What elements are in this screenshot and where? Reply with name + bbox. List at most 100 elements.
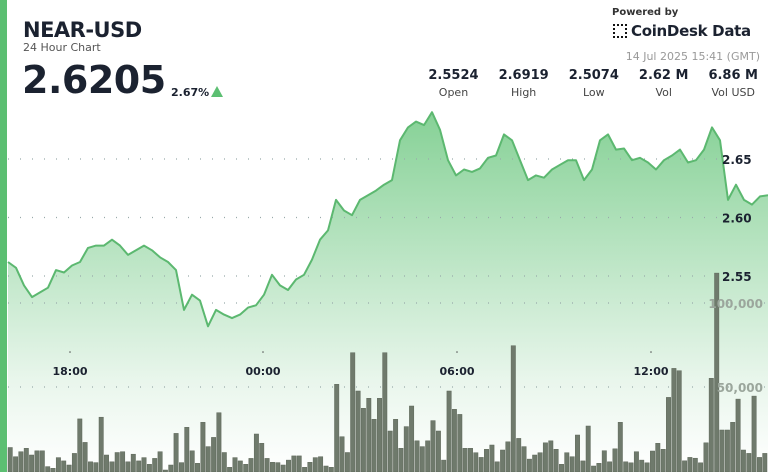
stat-value: 2.5524	[428, 68, 479, 83]
volume-bar	[435, 430, 441, 472]
volume-bar	[569, 456, 575, 472]
volume-bar	[243, 464, 249, 472]
volume-bar	[393, 419, 399, 472]
volume-bar	[382, 352, 388, 472]
volume-bar	[71, 453, 77, 472]
volume-bar	[628, 462, 634, 472]
volume-bar	[516, 438, 522, 472]
stat-label: Low	[582, 86, 605, 99]
volume-bar	[130, 453, 136, 472]
time-tick-mark	[650, 351, 652, 353]
volume-bar	[205, 446, 211, 472]
volume-bar	[334, 384, 340, 472]
volume-bar	[29, 454, 35, 472]
volume-bar	[109, 461, 115, 472]
brand-name: CoinDesk Data	[631, 22, 751, 40]
volume-bar	[7, 447, 13, 472]
volume-bar	[623, 461, 629, 472]
volume-bar	[82, 442, 88, 472]
volume-bar	[559, 464, 564, 472]
volume-bar	[39, 450, 45, 472]
price-change: 2.67%	[171, 86, 210, 99]
volume-bar	[639, 459, 645, 472]
volume-bar	[93, 462, 99, 472]
stat-open: 2.5524 Open	[428, 68, 478, 99]
volume-bar	[451, 409, 457, 472]
volume-bar	[307, 462, 313, 472]
volume-bar	[360, 408, 366, 472]
volume-bar	[446, 390, 452, 472]
stat-high: 2.6919 High	[499, 68, 549, 99]
volume-bar	[714, 272, 720, 472]
volume-bar	[45, 466, 51, 472]
volume-bar	[655, 443, 661, 472]
volume-bar	[730, 422, 736, 472]
volume-bar	[762, 453, 768, 472]
volume-bar	[259, 443, 265, 472]
brand-logo: CoinDesk Data	[613, 22, 751, 40]
volume-bar	[104, 454, 109, 472]
volume-bar	[162, 469, 168, 472]
volume-bar	[216, 412, 222, 472]
volume-bar	[141, 457, 147, 472]
volume-bar	[521, 446, 527, 472]
volume-bar	[719, 429, 725, 472]
volume-bar	[441, 459, 447, 472]
volume-bar	[173, 433, 179, 472]
volume-bar	[387, 430, 393, 472]
time-tick-label: 18:00	[52, 365, 87, 378]
volume-bar	[596, 463, 602, 472]
price-line	[7, 111, 768, 328]
volume-bar	[494, 461, 500, 472]
volume-bar	[682, 460, 688, 472]
volume-bar	[757, 457, 762, 472]
coindesk-logo-icon	[613, 24, 627, 38]
time-tick-mark	[456, 351, 458, 353]
stats-row: 2.5524 Open 2.6919 High 2.5074 Low 2.62 M Vo…	[428, 68, 758, 99]
time-tick-label: 12:00	[633, 365, 668, 378]
volume-bar	[377, 398, 382, 472]
volume-bar	[34, 450, 40, 472]
volume-bar	[751, 395, 757, 472]
stat-low: 2.5074 Low	[569, 68, 619, 99]
volume-bar	[532, 454, 538, 472]
volume-bar	[55, 457, 61, 472]
volume-bar	[296, 455, 302, 472]
volume-bar	[564, 452, 570, 472]
volume-bar	[13, 456, 19, 472]
stat-value: 2.62 M	[638, 68, 689, 83]
volume-tick-label: 50,000	[717, 381, 763, 395]
volume-bar	[548, 440, 554, 472]
volume-bar	[419, 446, 425, 472]
volume-bar	[344, 452, 350, 472]
volume-bar	[708, 378, 714, 472]
current-price: 2.6205	[22, 58, 166, 102]
stat-value: 2.5074	[568, 68, 619, 83]
volume-bar	[227, 467, 233, 472]
volume-bar	[152, 458, 158, 472]
volume-tick-label: 100,000	[708, 297, 763, 311]
volume-bar	[746, 453, 752, 472]
volume-bar	[468, 448, 473, 472]
volume-bar	[264, 458, 270, 472]
volume-bar	[698, 462, 704, 472]
volume-bar	[318, 456, 324, 472]
volume-bar	[607, 461, 613, 472]
volume-bar	[591, 465, 597, 472]
volume-bar	[703, 442, 709, 472]
volume-bar	[211, 437, 217, 472]
volume-bar	[98, 416, 104, 472]
timestamp: 14 Jul 2025 15:41 (GMT)	[625, 50, 760, 63]
price-tick-label: 2.60	[722, 212, 752, 226]
volume-bar	[666, 397, 671, 472]
volume-bar	[221, 452, 227, 472]
volume-bar	[179, 462, 184, 472]
volume-bar	[505, 441, 511, 472]
chart-subtitle: 24 Hour Chart	[23, 41, 101, 54]
volume-bar	[355, 390, 361, 472]
volume-bar	[195, 463, 200, 472]
stat-vol: 2.62 M Vol	[639, 68, 689, 99]
time-tick-mark	[262, 351, 264, 353]
stat-vol-usd: 6.86 M Vol USD	[708, 68, 758, 99]
